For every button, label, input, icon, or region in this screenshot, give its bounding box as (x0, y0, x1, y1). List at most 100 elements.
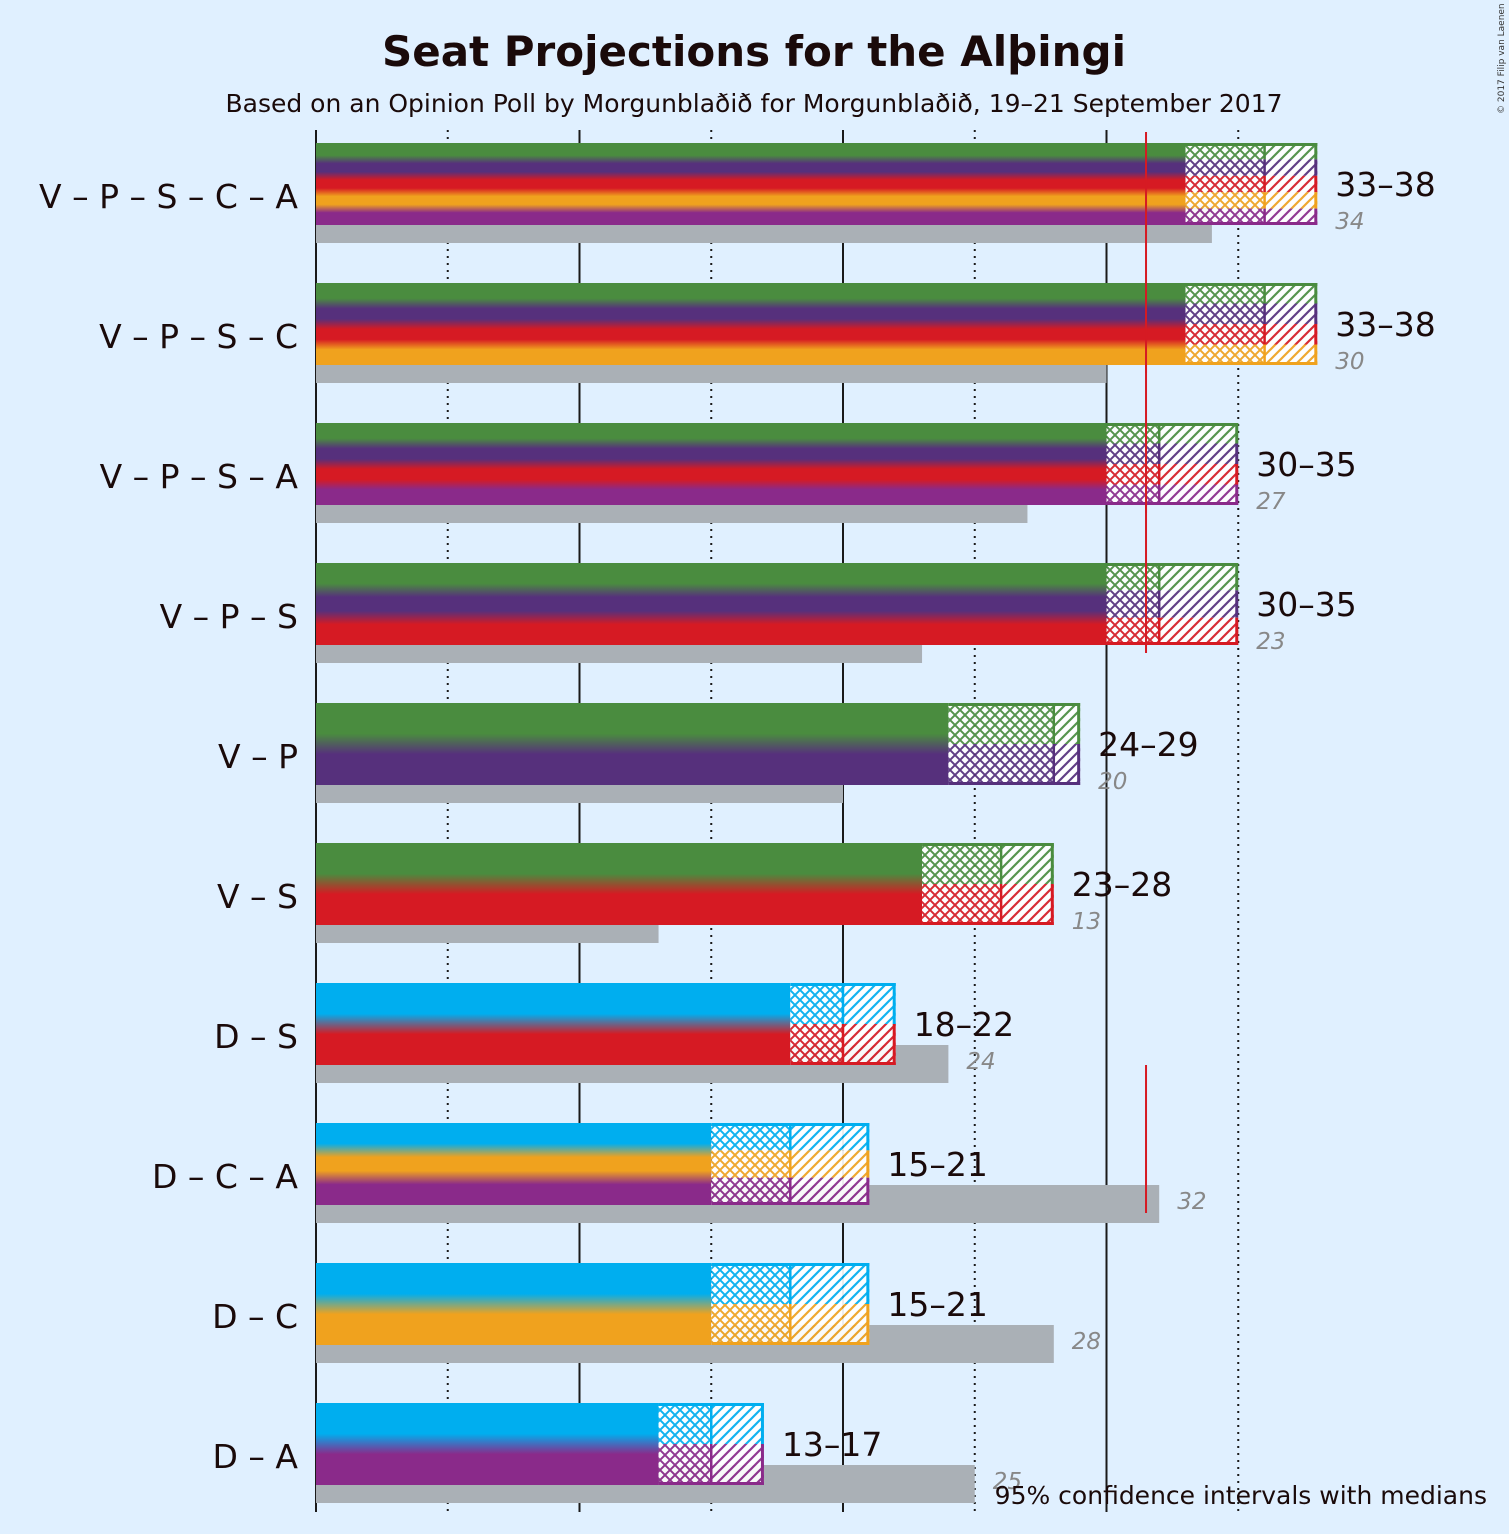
ci-upper-band (1264, 208, 1318, 225)
chart-subtitle: Based on an Opinion Poll by Morgunblaðið… (225, 89, 1282, 118)
ci-lower-band (1185, 208, 1265, 225)
range-label: 30–35 (1256, 445, 1356, 484)
ci-lower-band (1185, 303, 1265, 324)
ci-outline (711, 1263, 870, 1345)
ci-upper-band (790, 1263, 870, 1304)
ci-upper-band (1053, 744, 1081, 785)
ci-lower-band (1185, 175, 1265, 193)
ci-upper-band (790, 1304, 870, 1345)
ci-outline (948, 703, 1081, 785)
ci-upper-band (1264, 344, 1318, 365)
coalition-row: V – P 24–29 20 (218, 703, 1199, 803)
projection-bar (316, 703, 949, 785)
ci-upper-band (1264, 324, 1318, 345)
previous-result-label: 30 (1335, 349, 1364, 375)
coalition-row: V – S 23–28 13 (217, 843, 1172, 943)
projection-bar (316, 1403, 659, 1485)
ci-upper-band (1159, 617, 1239, 645)
ci-upper-band (843, 983, 896, 1024)
previous-result-label: 28 (1072, 1329, 1101, 1355)
ci-lower-band (1106, 423, 1160, 444)
ci-lower-band (948, 744, 1054, 785)
ci-lower-band (948, 703, 1054, 744)
coalition-label: V – P (218, 737, 298, 776)
projection-bar (316, 143, 1186, 225)
projection-bar (316, 983, 791, 1065)
ci-upper-band (1159, 590, 1239, 618)
ci-lower-band (658, 1403, 712, 1444)
chart-title: Seat Projections for the Alþingi (382, 27, 1126, 76)
ci-upper-band (1159, 443, 1239, 464)
range-label: 33–38 (1335, 305, 1435, 344)
ci-upper-band (1159, 563, 1239, 591)
ci-lower-band (1106, 563, 1160, 591)
projection-bar (316, 283, 1186, 365)
ci-lower-band (790, 1024, 843, 1065)
coalition-row: D – S 18–22 24 (214, 983, 1014, 1083)
range-label: 15–21 (887, 1285, 987, 1324)
ci-lower-band (1106, 484, 1160, 505)
ci-lower-band (1185, 143, 1265, 160)
coalition-label: V – P – S (160, 597, 298, 636)
ci-outline (1185, 283, 1318, 365)
coalition-row: D – C – A 15–21 32 (152, 1123, 1206, 1223)
ci-lower-band (922, 884, 1002, 925)
ci-lower-band (711, 1304, 791, 1345)
ci-lower-band (711, 1150, 791, 1178)
coalition-row: V – P – S 30–35 23 (160, 563, 1357, 663)
coalition-row: V – P – S – A 30–35 27 (100, 423, 1357, 523)
previous-result-label: 25 (993, 1469, 1022, 1495)
coalition-label: V – S (217, 877, 298, 916)
previous-result-label: 32 (1177, 1189, 1206, 1215)
ci-upper-band (790, 1150, 870, 1178)
ci-upper-band (1159, 484, 1239, 505)
ci-upper-band (843, 1024, 896, 1065)
projection-bar (316, 1123, 712, 1205)
range-label: 13–17 (782, 1425, 882, 1464)
ci-lower-band (1106, 590, 1160, 618)
coalition-label: D – C (212, 1297, 298, 1336)
range-label: 18–22 (914, 1005, 1014, 1044)
projection-bar (316, 563, 1107, 645)
coalition-row: V – P – S – C 33–38 30 (99, 283, 1436, 383)
range-label: 33–38 (1335, 165, 1435, 204)
ci-upper-band (1159, 464, 1239, 485)
range-label: 24–29 (1098, 725, 1198, 764)
ci-lower-band (1106, 464, 1160, 485)
coalition-label: D – C – A (152, 1157, 298, 1196)
ci-outline (1185, 143, 1318, 225)
projection-bar (316, 423, 1107, 505)
ci-upper-band (1001, 843, 1054, 884)
ci-upper-band (1264, 192, 1318, 209)
ci-outline (1106, 423, 1239, 505)
ci-upper-band (1264, 143, 1318, 160)
footnote: 95% confidence intervals with medians (995, 1481, 1487, 1510)
ci-upper-band (1159, 423, 1239, 444)
ci-lower-band (1106, 443, 1160, 464)
ci-upper-band (1264, 175, 1318, 193)
previous-result-label: 13 (1072, 909, 1101, 935)
coalition-label: V – P – S – A (100, 457, 299, 496)
previous-result-label: 20 (1098, 769, 1127, 795)
coalition-row: D – A 13–17 25 (213, 1403, 1022, 1503)
ci-lower-band (790, 983, 843, 1024)
ci-upper-band (1264, 303, 1318, 324)
ci-upper-band (1001, 884, 1054, 925)
ci-lower-band (1185, 283, 1265, 304)
coalition-rows: V – P – S – C – A 33–38 34 V – P – S – C 33–… (39, 143, 1436, 1503)
ci-outline (1106, 563, 1239, 645)
ci-upper-band (790, 1177, 870, 1205)
ci-upper-band (1264, 283, 1318, 304)
ci-upper-band (1264, 159, 1318, 176)
coalition-label: V – P – S – C (99, 317, 298, 356)
ci-lower-band (1185, 159, 1265, 176)
ci-upper-band (1053, 703, 1081, 744)
coalition-label: V – P – S – C – A (39, 177, 298, 216)
ci-lower-band (1185, 192, 1265, 209)
ci-upper-band (711, 1444, 764, 1485)
coalition-row: V – P – S – C – A 33–38 34 (39, 143, 1436, 243)
ci-upper-band (790, 1123, 870, 1151)
coalition-label: D – A (213, 1437, 299, 1476)
ci-lower-band (711, 1177, 791, 1205)
